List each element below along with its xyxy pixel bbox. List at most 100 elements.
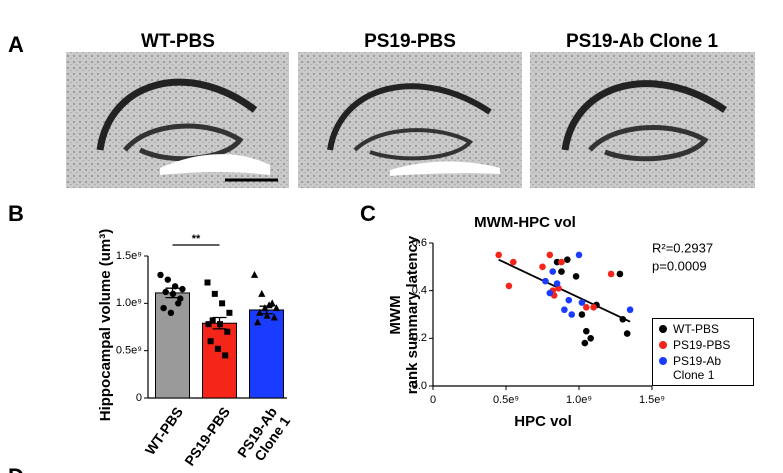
data-point <box>505 282 513 290</box>
significance-label: ** <box>192 233 201 245</box>
y-tick-label: 1.5e⁹ <box>116 250 142 262</box>
data-point <box>263 311 271 319</box>
annotation: R²=0.2937 <box>652 240 713 255</box>
data-point <box>583 304 590 311</box>
legend-entry: WT-PBS <box>653 321 753 337</box>
y-tick-label: 0.5e⁹ <box>116 345 142 357</box>
data-point <box>578 311 586 318</box>
data-point <box>256 308 264 316</box>
data-point <box>209 317 216 324</box>
chart-title: MWM-HPC vol <box>474 214 576 231</box>
x-tick-label: 1.0e⁹ <box>566 394 592 406</box>
data-point <box>564 256 571 263</box>
data-point <box>261 304 269 312</box>
data-point <box>546 289 554 297</box>
x-axis-label: HPC vol <box>514 413 572 430</box>
data-point <box>164 276 171 283</box>
data-point <box>542 277 549 285</box>
bar <box>249 309 284 399</box>
data-point <box>265 301 273 309</box>
y-tick-label: 0.0 <box>412 380 427 392</box>
data-point <box>623 330 631 337</box>
data-point <box>578 299 586 306</box>
y-axis-label: rank summary latency <box>404 235 421 394</box>
data-point <box>558 268 565 275</box>
data-point <box>495 251 503 259</box>
data-point <box>250 270 259 278</box>
data-point <box>270 313 278 321</box>
data-point <box>219 300 226 307</box>
data-point <box>171 283 179 290</box>
data-point <box>226 309 233 316</box>
bar <box>202 322 237 399</box>
data-point <box>204 279 211 286</box>
image-title: WT-PBS <box>141 31 215 52</box>
data-point <box>258 289 266 297</box>
data-point <box>169 290 177 298</box>
data-point <box>561 306 568 314</box>
y-axis-label: Hippocampal volume (um³) <box>97 229 114 422</box>
data-point <box>626 306 634 314</box>
data-point <box>254 318 262 326</box>
data-point <box>619 315 627 323</box>
data-point <box>160 304 167 312</box>
image-title: PS19-Ab Clone 1 <box>566 31 718 52</box>
data-point <box>546 251 554 259</box>
annotation: p=0.0009 <box>652 258 707 273</box>
legend-label: WT-PBS <box>673 322 720 336</box>
data-point <box>214 345 221 352</box>
data-point <box>207 338 214 345</box>
data-point <box>616 270 624 278</box>
data-point <box>162 288 169 296</box>
data-point <box>590 304 597 311</box>
data-point <box>565 296 573 304</box>
micrograph <box>298 52 522 188</box>
scatter-chart: 0.0 0.2 0.4 0.6 0 0.5e⁹ 1.0e⁹ 1.5e⁹ MWM-HPC vol H… <box>387 214 713 430</box>
legend: WT-PBS PS19-PBS PS19-Ab Clone 1 <box>652 318 754 386</box>
panel-label: B <box>8 201 24 226</box>
y-axis-label: MWM <box>387 295 404 334</box>
legend-label: PS19-PBS <box>673 338 731 352</box>
data-point <box>572 273 580 280</box>
y-tick-label: 0.2 <box>412 332 427 344</box>
data-point <box>217 321 223 328</box>
data-point <box>549 268 557 275</box>
image-title: PS19-PBS <box>364 31 456 52</box>
data-point <box>157 271 164 279</box>
y-tick-label: 0.4 <box>412 285 427 297</box>
data-point <box>558 258 565 266</box>
data-point <box>581 339 589 347</box>
data-point <box>583 327 590 335</box>
data-point <box>553 280 561 287</box>
data-point <box>167 309 175 316</box>
legend-label: PS19-Ab Clone 1 <box>673 354 722 382</box>
panel-label: C <box>360 201 376 226</box>
data-point <box>587 335 594 342</box>
y-tick-label: 0 <box>136 392 142 404</box>
data-point <box>268 299 276 307</box>
bar <box>155 292 190 399</box>
y-tick-label: 1.0e⁹ <box>116 297 142 309</box>
data-point <box>211 290 218 297</box>
data-point <box>607 270 615 278</box>
legend-marker <box>659 341 667 349</box>
micrograph <box>66 52 289 188</box>
data-point <box>510 258 517 266</box>
legend-marker <box>659 325 667 333</box>
data-point <box>205 321 212 328</box>
data-point <box>175 300 182 307</box>
legend-entry: PS19-PBS <box>653 337 753 353</box>
legend-marker <box>659 357 667 365</box>
micrograph <box>530 52 755 188</box>
data-point <box>272 304 280 312</box>
x-tick-label: 0 <box>430 394 436 406</box>
y-tick-label: 0.6 <box>412 237 427 249</box>
panel-label: D <box>8 464 24 473</box>
fit-line <box>498 258 631 323</box>
data-point <box>222 352 229 359</box>
data-point <box>179 285 186 293</box>
x-tick-label: 0.5e⁹ <box>493 394 519 406</box>
